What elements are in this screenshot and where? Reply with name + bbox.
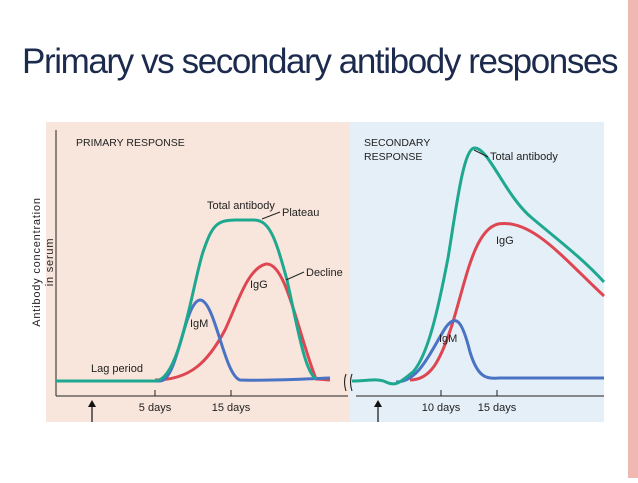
slide-title: Primary vs secondary antibody responses [22, 42, 619, 81]
y-axis-label-1: Antibody concentration [31, 197, 43, 327]
igg-primary-label: IgG [250, 279, 268, 291]
igm-primary-label: IgM [190, 318, 208, 330]
igm-curve-secondary [395, 319, 604, 384]
y-axis-label-2: in serum [44, 238, 56, 287]
tick-label-15-days: 15 days [212, 402, 251, 414]
secondary-panel-bg [350, 122, 604, 422]
plateau-label: Plateau [282, 207, 319, 219]
decline-leader [285, 271, 305, 281]
secondary-response-label-1: SECONDARY [364, 137, 430, 149]
igg-curve-secondary [409, 221, 606, 382]
primary-response-label: PRIMARY RESPONSE [76, 137, 185, 149]
plateau-leader [261, 211, 281, 220]
tick-label-5-days: 5 days [139, 402, 172, 414]
tick-label-15-days-secondary: 15 days [478, 402, 517, 414]
slide-edge-bar [628, 0, 638, 478]
antigen-arrow-primary [88, 400, 96, 422]
total-antibody-curve-secondary [351, 146, 606, 386]
secondary-response-label-2: RESPONSE [364, 151, 422, 163]
tick-label-10-days: 10 days [422, 402, 461, 414]
total-antibody-primary-label: Total antibody [207, 200, 275, 212]
total-antibody-curve-primary [56, 218, 318, 383]
decline-label: Decline [306, 267, 343, 279]
axis-break-mark [343, 373, 353, 392]
igm-secondary-label: IgM [439, 333, 457, 345]
total-antibody-secondary-leader [473, 149, 489, 158]
total-antibody-secondary-label: Total antibody [490, 151, 558, 163]
lag-period-label: Lag period [91, 363, 143, 375]
igg-secondary-label: IgG [496, 235, 514, 247]
antigen-arrow-secondary [374, 400, 382, 422]
